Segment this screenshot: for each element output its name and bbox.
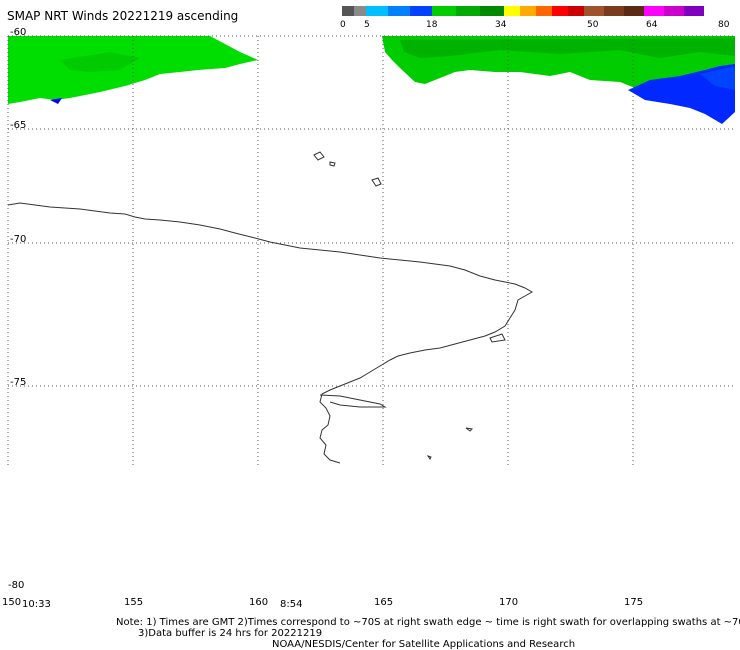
lat-label--60: -60 xyxy=(10,27,27,38)
colorbar-segment xyxy=(568,6,584,16)
lat-label--70: -70 xyxy=(10,234,27,245)
colorbar-segment xyxy=(664,6,684,16)
colorbar-segment xyxy=(410,6,432,16)
wind-swath-left-blue xyxy=(50,98,62,104)
colorbar-segment xyxy=(644,6,664,16)
lon-label-150: 150 xyxy=(2,597,22,608)
colorbar-segment xyxy=(366,6,388,16)
note-line-2: 3)Data buffer is 24 hrs for 20221219 xyxy=(138,628,323,639)
colorbar-segment xyxy=(480,6,504,16)
colorbar-label-64: 64 xyxy=(646,20,658,30)
colorbar-label-5: 5 xyxy=(364,20,370,30)
lon-label-160: 160 xyxy=(249,597,269,608)
lon-label-165: 165 xyxy=(374,597,394,608)
wind-speed-colorbar xyxy=(342,6,704,16)
colorbar-segment xyxy=(456,6,480,16)
colorbar-segment xyxy=(584,6,604,16)
colorbar-segment xyxy=(624,6,644,16)
wind-swath-left xyxy=(8,36,258,104)
colorbar-segment xyxy=(432,6,456,16)
wind-swath-left-dark xyxy=(60,52,140,72)
graticule xyxy=(7,35,735,465)
swath-time-left: 10:33 xyxy=(22,599,51,610)
lat-label--75: -75 xyxy=(10,377,27,388)
lat-label--65: -65 xyxy=(10,120,27,131)
colorbar-segment xyxy=(520,6,536,16)
colorbar-label-0: 0 xyxy=(340,20,346,30)
colorbar-segment xyxy=(552,6,568,16)
wind-swath-right-dark xyxy=(400,38,735,58)
colorbar-label-34: 34 xyxy=(495,20,507,30)
map-title: SMAP NRT Winds 20221219 ascending xyxy=(7,9,239,23)
lon-label-170: 170 xyxy=(499,597,519,608)
swath-time-right: 8:54 xyxy=(280,599,303,610)
wind-swath-right-blue-light xyxy=(700,66,735,90)
lon-label-155: 155 xyxy=(124,597,144,608)
note-line-1: Note: 1) Times are GMT 2)Times correspon… xyxy=(116,617,740,628)
colorbar-segment xyxy=(342,6,354,16)
colorbar-segment xyxy=(388,6,410,16)
coastline xyxy=(7,151,534,464)
colorbar-segment xyxy=(536,6,552,16)
colorbar-label-18: 18 xyxy=(426,20,438,30)
colorbar-segment xyxy=(354,6,366,16)
lon-label-175: 175 xyxy=(624,597,644,608)
colorbar-label-80: 80 xyxy=(718,20,730,30)
colorbar-label-50: 50 xyxy=(587,20,599,30)
colorbar-segment xyxy=(504,6,520,16)
colorbar-segment xyxy=(604,6,624,16)
colorbar-segment xyxy=(684,6,704,16)
lat-label--80: -80 xyxy=(8,580,25,591)
credit-line: NOAA/NESDIS/Center for Satellite Applica… xyxy=(272,639,576,650)
